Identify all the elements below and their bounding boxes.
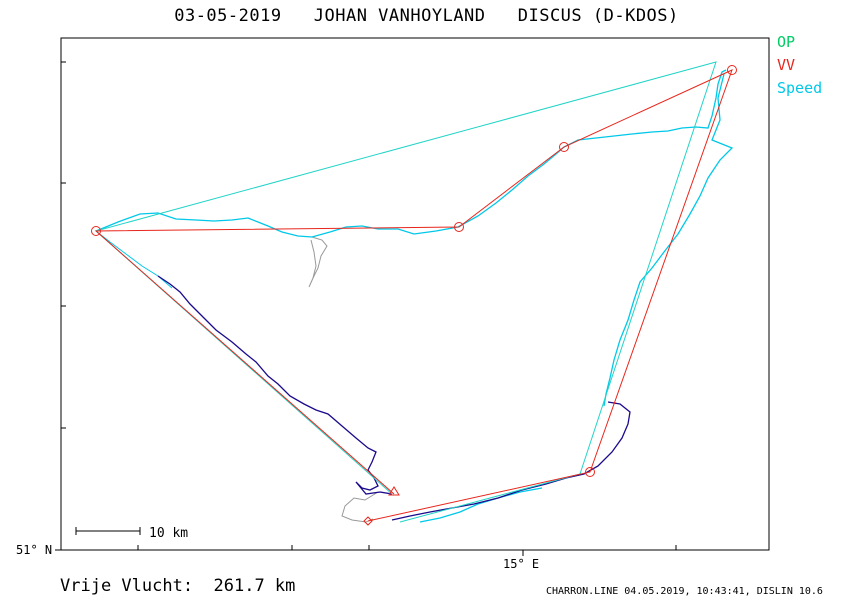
map-title: 03-05-2019 JOHAN VANHOYLAND DISCUS (D-KD… (174, 6, 679, 26)
distance-summary: Vrije Vlucht: 261.7 km (60, 576, 296, 596)
op-line (95, 61, 717, 523)
turnpoint-marker (585, 467, 595, 477)
turnpoint-marker (727, 65, 737, 75)
lon-axis-label: 15° E (503, 557, 540, 571)
start-triangle-marker (388, 486, 400, 496)
turnpoint-marker (559, 142, 569, 152)
finish-diamond-marker (363, 516, 373, 526)
map-frame (60, 37, 770, 551)
track-speed-north (95, 69, 727, 238)
footer-info: CHARRON.LINE 04.05.2019, 10:43:41, DISLI… (546, 586, 823, 597)
lon-ticks (137, 545, 677, 556)
track-low-west (157, 275, 393, 495)
lat-axis-label: 51° N (16, 543, 53, 557)
legend-op: OP (777, 33, 796, 51)
track-grey-south (341, 491, 379, 523)
turnpoint-marker (91, 226, 101, 236)
legend-speed: Speed (777, 79, 823, 97)
turnpoint-marker (454, 222, 464, 232)
scale-label: 10 km (149, 526, 189, 541)
legend-vv: VV (777, 56, 796, 74)
track-grey-west (308, 236, 328, 288)
scale-bar (75, 527, 141, 535)
lat-ticks (55, 61, 66, 551)
track-speed-south (419, 487, 543, 523)
vv-line (94, 69, 733, 522)
track-speed-west (95, 230, 173, 289)
